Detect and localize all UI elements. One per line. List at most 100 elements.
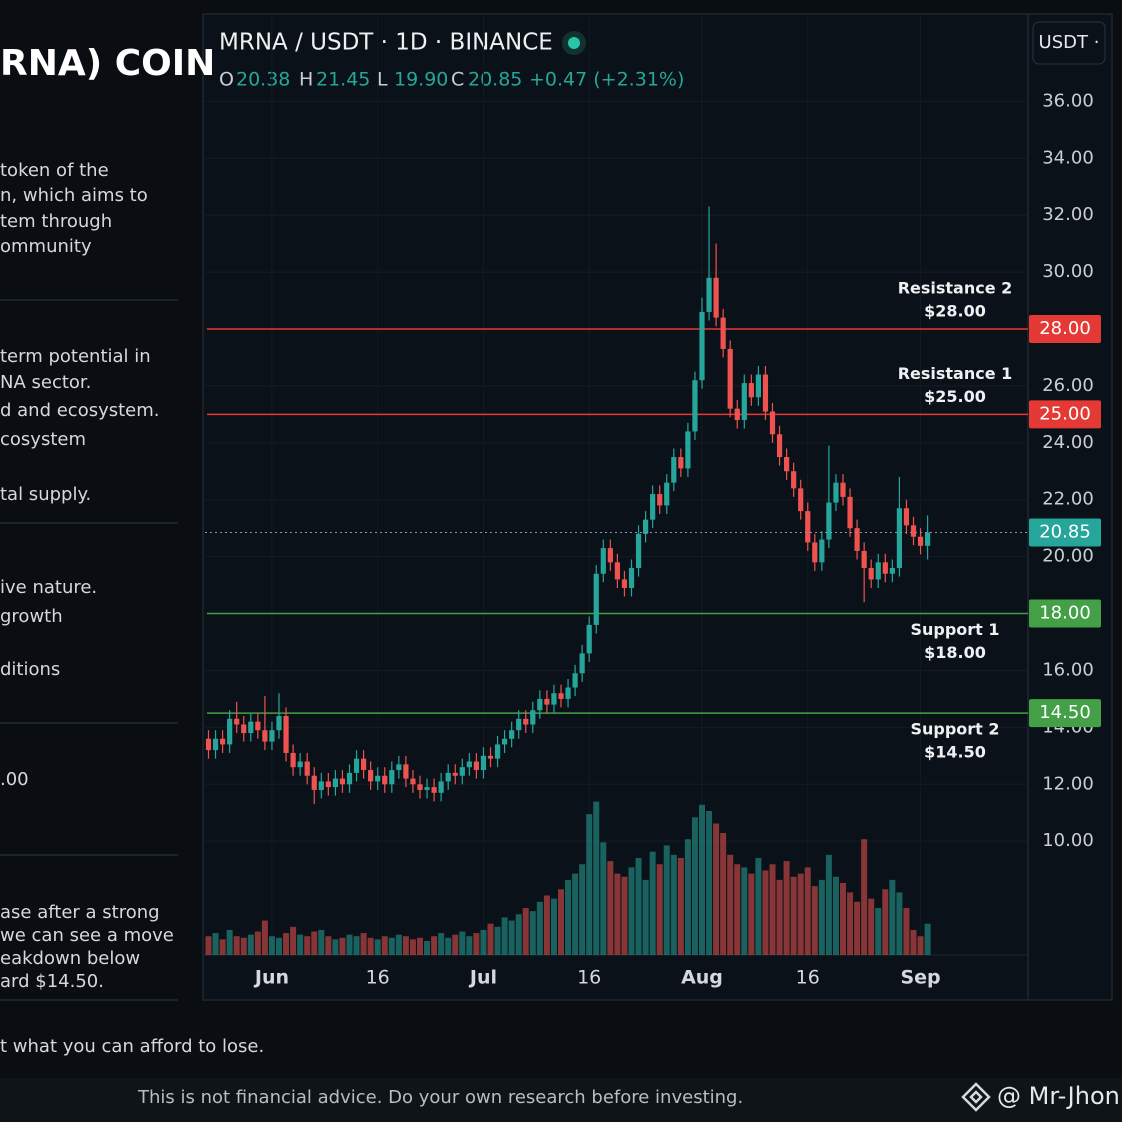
volume-bar (290, 926, 297, 955)
volume-bar (268, 936, 275, 955)
candle-body (720, 317, 726, 349)
volume-bar (727, 854, 734, 955)
y-tick-label: 16.00 (1042, 659, 1094, 680)
ohlc-key: L (377, 69, 388, 91)
quote-button[interactable] (1032, 21, 1106, 65)
volume-bar (452, 934, 459, 955)
volume-bar (896, 892, 903, 955)
candle-body (699, 311, 705, 381)
volume-bar (741, 867, 748, 955)
volume-bar (875, 908, 882, 955)
volume-bar (417, 937, 423, 955)
candle-body (727, 348, 733, 409)
candle-body (776, 434, 783, 458)
sidebar-text: ase after a strong (0, 902, 160, 923)
volume-bar (910, 929, 917, 955)
candle-body (826, 502, 832, 540)
volume-bar (304, 936, 311, 955)
candle-body (339, 778, 346, 785)
candle-body (523, 718, 529, 725)
candle-body (551, 693, 557, 705)
candle-body (593, 573, 599, 625)
volume-bar (691, 817, 698, 955)
volume-bar (762, 870, 769, 955)
volume-bar (889, 879, 896, 955)
volume-bar (579, 864, 586, 955)
level-badge-label: 25.00 (1039, 403, 1091, 424)
candle-body (692, 380, 698, 432)
volume-bar (804, 867, 811, 955)
candles (205, 206, 931, 805)
volume-bar (381, 936, 388, 955)
candle-body (875, 562, 881, 580)
ohlc-value: 20.38 (236, 69, 290, 91)
sidebar-text: we can see a move (0, 925, 174, 946)
chart-pane (202, 13, 1113, 1001)
x-tick-label: 16 (577, 967, 601, 989)
sidebar-title: RNA) COIN (0, 43, 215, 84)
sidebar-text: cosystem (0, 429, 86, 450)
candle-body (882, 562, 888, 574)
candle-body (713, 277, 719, 318)
volume-bar (424, 940, 431, 955)
candle-body (572, 673, 578, 688)
volume-bar (903, 908, 910, 955)
volume-bar (628, 867, 635, 955)
volume-bar (395, 934, 402, 955)
volume-bar (706, 811, 713, 955)
brand-icon (961, 1082, 991, 1112)
candle-body (784, 457, 790, 472)
candle-body (297, 761, 303, 768)
volume-bar (614, 873, 621, 955)
volume-bar (254, 931, 261, 955)
volume-bar (854, 901, 861, 955)
candle-body (791, 471, 797, 489)
volume-bar (797, 873, 804, 955)
volume-bar (388, 937, 395, 955)
volume-bar (790, 876, 797, 955)
volume-bar (924, 923, 931, 955)
level-badge (1029, 400, 1101, 429)
candle-body (671, 457, 677, 483)
sidebar-text: d and ecosystem. (0, 400, 160, 421)
volume-bar (621, 876, 628, 955)
candle-body (361, 758, 367, 771)
candle-body (487, 755, 494, 759)
volume-bar (409, 939, 416, 955)
volume-bar (283, 933, 290, 955)
candle-body (212, 738, 219, 751)
candle-body (262, 730, 268, 742)
candle-body (473, 761, 479, 771)
volume-bar (508, 920, 515, 955)
candle-body (248, 721, 254, 734)
candle-body (628, 568, 635, 588)
candle-body (812, 542, 818, 563)
ohlc-value: 20.85 (468, 69, 522, 91)
level-label: $25.00 (924, 387, 986, 406)
candle-body (558, 693, 564, 699)
y-tick-label: 30.00 (1042, 261, 1094, 282)
quote-button-label: USDT · (1039, 32, 1100, 53)
candle-body (311, 775, 317, 790)
volume-bar (212, 933, 219, 955)
volume-bar (360, 933, 367, 955)
y-tick-label: 12.00 (1042, 773, 1094, 794)
candle-body (269, 730, 275, 742)
candle-body (917, 536, 924, 546)
level-badge (1029, 699, 1101, 728)
y-tick-label: 22.00 (1042, 489, 1094, 510)
candle-body (417, 784, 423, 790)
sidebar-text: token of the (0, 160, 109, 181)
volume-bar (247, 934, 254, 955)
volume-bar (917, 936, 924, 955)
volume-bar (473, 933, 480, 955)
candle-body (516, 718, 522, 731)
sidebar-text: tal supply. (0, 484, 91, 505)
volume-bar (825, 854, 832, 955)
candle-body (685, 431, 691, 469)
candle-body (438, 781, 444, 793)
candle-body (494, 744, 501, 759)
handle: @ Mr-Jhon (997, 1082, 1120, 1110)
